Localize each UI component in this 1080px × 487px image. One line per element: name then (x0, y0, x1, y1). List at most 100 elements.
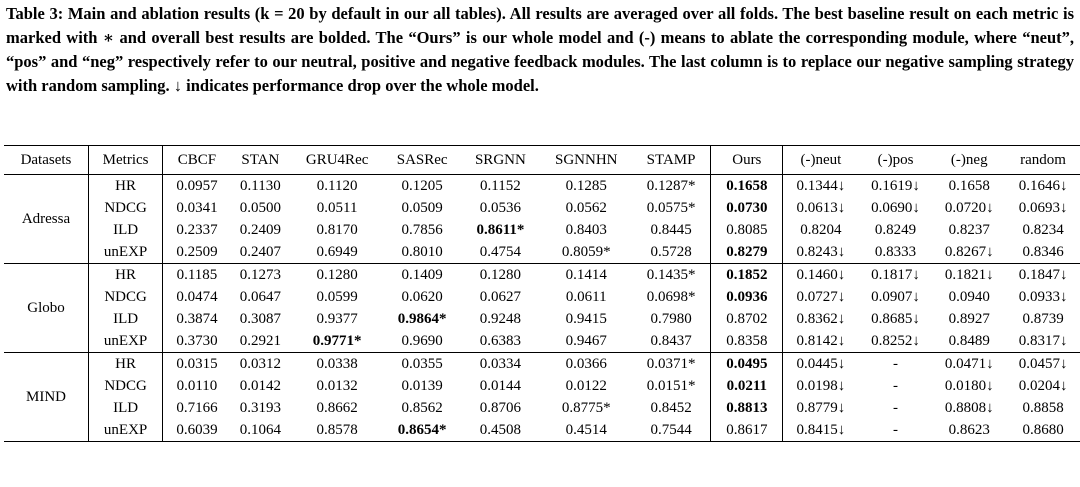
value-cell: 0.8437 (631, 330, 712, 353)
value-cell: - (892, 355, 898, 372)
value-cell: 0.1130 (240, 177, 281, 194)
value-cell: 0.2337 (176, 221, 218, 238)
value-cell: 0.7544 (631, 419, 712, 442)
value-cell: 0.1285 (565, 177, 607, 194)
value-cell: 0.1152 (480, 177, 521, 194)
value-cell: 0.8685↓ (871, 310, 920, 327)
value-cell: 0.8403 (565, 221, 607, 238)
column-header: random (1020, 151, 1066, 168)
value-cell: 0.8237 (948, 221, 990, 238)
column-header: (-)pos (877, 151, 914, 168)
value-cell: 0.5728 (631, 241, 712, 264)
value-cell: 0.9377 (316, 310, 358, 327)
value-cell: 0.1435* (631, 263, 712, 286)
metric-cell: ILD (88, 219, 164, 241)
value-cell: 0.7856 (401, 221, 443, 238)
value-cell: 0.8775* (561, 399, 611, 416)
results-table: Datasets Metrics CBCF STAN GRU4Rec SASRec SRGN… (4, 145, 1080, 442)
value-cell: 0.0575* (631, 197, 712, 219)
value-cell: 0.3730 (176, 332, 218, 349)
column-header: CBCF (177, 151, 217, 168)
value-cell: 0.0647 (239, 288, 281, 305)
value-cell: 0.0940 (948, 288, 990, 305)
column-header: SASRec (396, 151, 448, 168)
metric-cell: unEXP (88, 330, 164, 353)
dataset-group: MIND HR 0.0315 0.0312 0.0338 0.0355 0.0334 0.03… (4, 352, 1080, 442)
value-cell: 0.0936 (710, 286, 784, 308)
table-row: unEXP 0.3730 0.2921 0.9771* 0.9690 0.6383 0.94… (4, 330, 1080, 353)
value-cell: 0.8680 (1022, 421, 1064, 438)
column-header: (-)neg (950, 151, 988, 168)
value-cell: 0.0693↓ (1018, 199, 1068, 216)
table-row: ILD 0.2337 0.2409 0.8170 0.7856 0.8611* 0.8403… (4, 219, 1080, 241)
column-header: Metrics (88, 145, 164, 175)
table-row: ILD 0.7166 0.3193 0.8662 0.8562 0.8706 0.8775*… (4, 397, 1080, 419)
value-cell: 0.9248 (479, 310, 522, 327)
column-header: STAN (241, 151, 280, 168)
value-cell: 0.8617 (710, 419, 784, 442)
value-cell: 0.1852 (710, 263, 784, 286)
value-cell: 0.0720↓ (944, 199, 994, 216)
value-cell: 0.8654* (397, 421, 447, 438)
value-cell: 0.3193 (239, 399, 281, 416)
value-cell: 0.0511 (316, 199, 358, 216)
value-cell: 0.8813 (710, 397, 784, 419)
value-cell: 0.0198↓ (796, 377, 846, 394)
value-cell: 0.0730 (710, 197, 784, 219)
metric-cell: NDCG (88, 197, 164, 219)
table-row: NDCG 0.0474 0.0647 0.0599 0.0620 0.0627 0.0611… (4, 286, 1080, 308)
value-cell: 0.0315 (176, 355, 218, 372)
metric-cell: NDCG (88, 375, 164, 397)
column-header: SRGNN (474, 151, 526, 168)
value-cell: 0.0907↓ (871, 288, 920, 305)
value-cell: 0.8243↓ (796, 243, 846, 260)
value-cell: 0.8706 (479, 399, 522, 416)
metric-cell: HR (88, 263, 164, 286)
value-cell: 0.2407 (239, 243, 281, 260)
value-cell: 0.1847↓ (1018, 266, 1068, 283)
value-cell: 0.0139 (401, 377, 443, 394)
table-row: NDCG 0.0110 0.0142 0.0132 0.0139 0.0144 0.0122… (4, 375, 1080, 397)
value-cell: 0.4514 (565, 421, 607, 438)
metric-cell: HR (88, 352, 164, 375)
value-cell: 0.8267↓ (944, 243, 994, 260)
value-cell: 0.7166 (176, 399, 218, 416)
value-cell: 0.8562 (401, 399, 443, 416)
value-cell: 0.8623 (948, 421, 990, 438)
value-cell: 0.8702 (710, 308, 784, 330)
column-header: STAMP (631, 145, 712, 175)
value-cell: 0.6039 (176, 421, 218, 438)
value-cell: 0.9467 (565, 332, 607, 349)
dataset-cell: MIND (4, 352, 89, 442)
value-cell: 0.1817↓ (871, 266, 920, 283)
value-cell: 0.0338 (316, 355, 358, 372)
value-cell: 0.0180↓ (944, 377, 994, 394)
value-cell: 0.8252↓ (871, 332, 920, 349)
value-cell: 0.1064 (239, 421, 281, 438)
value-cell: 0.8059* (561, 243, 611, 260)
dataset-cell: Globo (4, 263, 89, 353)
value-cell: 0.1273 (239, 266, 281, 283)
column-header: Ours (710, 145, 784, 175)
value-cell: 0.1205 (401, 177, 443, 194)
table-row: NDCG 0.0341 0.0500 0.0511 0.0509 0.0536 0.0562… (4, 197, 1080, 219)
value-cell: 0.0727↓ (796, 288, 846, 305)
value-cell: 0.1646↓ (1018, 177, 1068, 194)
value-cell: 0.0110 (176, 377, 218, 394)
value-cell: 0.0341 (176, 199, 218, 216)
value-cell: 0.0611 (565, 288, 607, 305)
value-cell: 0.8858 (1022, 399, 1064, 416)
value-cell: 0.8085 (710, 219, 784, 241)
column-header: Datasets (4, 145, 89, 175)
value-cell: 0.1409 (401, 266, 443, 283)
value-cell: 0.0620 (401, 288, 443, 305)
value-cell: 0.0132 (316, 377, 358, 394)
value-cell: 0.0144 (479, 377, 522, 394)
value-cell: 0.0334 (479, 355, 522, 372)
value-cell: 0.0474 (176, 288, 218, 305)
value-cell: 0.0151* (631, 375, 712, 397)
value-cell: 0.0690↓ (871, 199, 920, 216)
value-cell: 0.8779↓ (796, 399, 846, 416)
dataset-group: Adressa HR 0.0957 0.1130 0.1120 0.1205 0.1152 0… (4, 174, 1080, 264)
